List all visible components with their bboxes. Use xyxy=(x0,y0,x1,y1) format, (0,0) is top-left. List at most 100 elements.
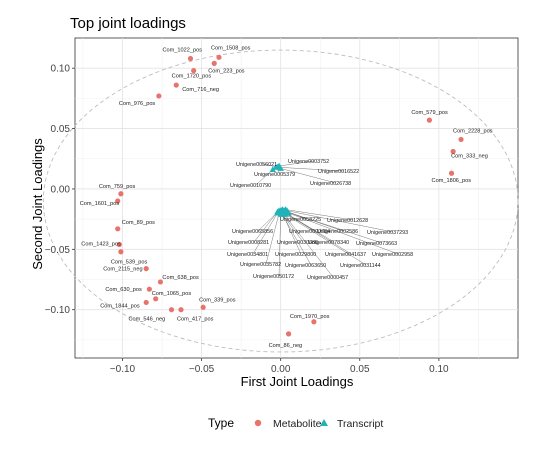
transcript-label: Unigene0008281 xyxy=(228,240,269,246)
metabolite-point xyxy=(448,170,455,176)
transcript-label: Unigene0002958 xyxy=(372,252,413,258)
metabolite-label: Com_546_neg xyxy=(129,317,166,323)
y-axis-title: Second Joint Loadings xyxy=(30,138,45,270)
metabolite-label: Com_1022_pos xyxy=(162,48,202,54)
leader-line xyxy=(285,212,352,255)
metabolite-point xyxy=(450,148,456,155)
transcript-point xyxy=(277,165,284,171)
metabolite-label: Com_579_pos xyxy=(411,110,448,116)
transcript-label: Unigene0010790 xyxy=(230,183,271,189)
metabolite-label: Com_1508_pos xyxy=(211,45,251,51)
x-axis-title: First Joint Loadings xyxy=(241,374,354,389)
metabolite-point xyxy=(311,319,317,325)
metabolite-point xyxy=(143,266,149,272)
confidence-ellipse xyxy=(42,49,519,353)
transcript-label: Unigene0026738 xyxy=(310,181,351,187)
metabolite-label: Com_976_pos xyxy=(119,101,156,107)
metabolite-point xyxy=(115,198,121,204)
transcript-label: Unigene0000784 xyxy=(289,229,330,235)
metabolite-point xyxy=(143,299,149,306)
transcript-label: Unigene0016522 xyxy=(318,169,359,175)
leader-line xyxy=(280,211,304,243)
metabolite-point xyxy=(146,286,152,292)
metabolite-point xyxy=(178,307,184,313)
data-points xyxy=(115,54,464,337)
transcript-label: Unigene0056021 xyxy=(236,162,277,168)
metabolite-label: Com_1970_pos xyxy=(290,314,330,320)
x-tick-label: 0.10 xyxy=(429,364,449,375)
metabolite-point xyxy=(153,296,159,302)
legend: Type Metabolite Transcript xyxy=(208,416,383,430)
metabolite-point xyxy=(157,279,164,285)
transcript-label: Unigene0050172 xyxy=(253,274,294,280)
metabolite-point xyxy=(115,226,121,232)
legend-title: Type xyxy=(208,416,234,430)
metabolite-point xyxy=(173,82,179,88)
metabolite-label: Com_1601_pos xyxy=(80,201,120,207)
metabolite-point xyxy=(168,307,175,313)
leader-line xyxy=(277,167,345,172)
legend-transcript-marker xyxy=(320,419,328,426)
metabolite-label: Com_638_pos xyxy=(162,275,199,281)
transcript-label: Unigene0037293 xyxy=(367,230,408,236)
y-tick-label: −0.05 xyxy=(45,245,71,256)
axes: −0.10 −0.05 0.00 0.05 0.10 −0.10 −0.05 0.00 0.05… xyxy=(45,64,449,375)
leader-line xyxy=(283,211,335,243)
metabolite-label: Com_759_pos xyxy=(99,184,136,190)
metabolite-point xyxy=(116,241,122,248)
metabolite-label: Com_2228_pos xyxy=(453,128,493,134)
transcript-label: Unigene0005379 xyxy=(254,172,295,178)
x-tick-label: 0.00 xyxy=(271,364,291,375)
chart-title: Top joint loadings xyxy=(70,15,186,32)
transcript-label: Unigene0003752 xyxy=(288,159,329,165)
leader-line xyxy=(279,160,315,167)
metabolite-label: Com_2115_neg xyxy=(103,267,142,273)
metabolite-label: Com_339_pos xyxy=(199,297,236,303)
transcript-label: Unigene0058225 xyxy=(280,217,321,223)
legend-metabolite-marker xyxy=(254,419,262,427)
metabolite-point xyxy=(458,136,464,143)
metabolite-label: Com_1065_pos xyxy=(152,291,192,297)
transcript-label: Unigene0041637 xyxy=(325,252,366,258)
transcript-label: Unigene0035782 xyxy=(240,262,281,268)
x-tick-label: −0.10 xyxy=(110,364,136,375)
transcript-point xyxy=(269,166,276,173)
metabolite-label: Com_223_pos xyxy=(208,68,245,74)
transcript-label: Unigene0063650 xyxy=(285,263,326,269)
label-leader-lines xyxy=(252,160,399,278)
transcript-label: Unigene0000457 xyxy=(307,275,348,281)
x-tick-label: 0.05 xyxy=(350,364,370,375)
transcript-label: Unigene0031144 xyxy=(340,263,381,269)
leader-line xyxy=(280,168,337,184)
plot-panel xyxy=(74,37,519,359)
metabolite-point xyxy=(200,304,206,310)
point-labels: Com_1022_pos Com_1508_posCom_223_posCom_1… xyxy=(80,45,493,349)
metabolite-point xyxy=(426,117,432,123)
y-tick-label: −0.10 xyxy=(45,305,71,316)
transcript-label: Unigene0030686 xyxy=(277,240,318,246)
y-tick-label: 0.05 xyxy=(51,124,71,135)
metabolite-label: Com_1806_pos xyxy=(432,178,472,184)
grid-major xyxy=(75,38,518,358)
legend-metabolite-label: Metabolite xyxy=(273,418,322,430)
metabolite-point xyxy=(156,93,162,99)
leader-line xyxy=(282,214,312,266)
metabolite-point xyxy=(285,331,292,337)
metabolite-label: Com_86_neg xyxy=(269,343,303,349)
leader-line xyxy=(285,214,367,266)
metabolite-label: Com_716_neg xyxy=(182,87,219,93)
metabolite-label: Com_1720_pos xyxy=(172,74,212,80)
metabolite-label: Com_539_pos xyxy=(111,260,148,266)
metabolite-label: Com_417_pos xyxy=(177,317,214,323)
transcript-label: Unigene0073663 xyxy=(356,241,397,247)
y-tick-label: 0.10 xyxy=(51,64,71,75)
metabolite-label: Com_333_neg xyxy=(451,154,488,160)
transcript-point xyxy=(280,210,288,217)
leader-line xyxy=(278,214,281,277)
transcript-label: Unigene0002586 xyxy=(317,229,358,235)
metabolite-label: Com_89_pos xyxy=(122,220,155,226)
transcript-label: Unigene0029800 xyxy=(275,252,316,258)
leader-line xyxy=(283,214,334,278)
leader-line xyxy=(286,210,394,233)
